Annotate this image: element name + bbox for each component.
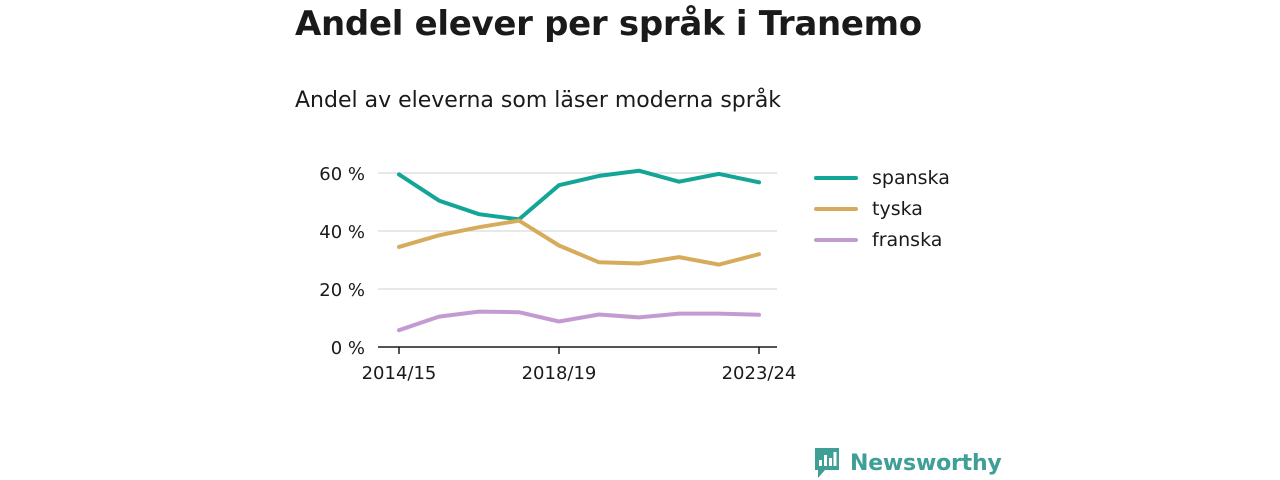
legend-item-franska: franska <box>814 224 950 255</box>
legend-item-tyska: tyska <box>814 193 950 224</box>
legend-swatch <box>814 175 858 180</box>
x-axis: 2014/15 2018/19 2023/24 <box>362 346 797 384</box>
chart-title: Andel elever per språk i Tranemo <box>295 4 922 44</box>
y-tick-label: 20 % <box>319 280 365 301</box>
chart-subtitle: Andel av eleverna som läser moderna språ… <box>295 88 782 113</box>
legend-swatch <box>814 237 858 242</box>
gridlines <box>378 172 777 290</box>
newsworthy-brand: Newsworthy <box>813 446 1002 480</box>
y-axis-ticks: 0 % 20 % 40 % 60 % <box>319 164 365 359</box>
legend-swatch <box>814 206 858 211</box>
y-tick-label: 0 % <box>331 338 365 359</box>
x-tick-label: 2023/24 <box>722 363 797 384</box>
x-tick-label: 2018/19 <box>522 363 597 384</box>
newsworthy-logo-icon <box>815 448 839 478</box>
y-tick-label: 60 % <box>319 164 365 185</box>
legend-label: spanska <box>872 166 950 189</box>
legend-item-spanska: spanska <box>814 162 950 193</box>
series-line-spanska <box>397 168 761 222</box>
series-line-franska <box>397 309 761 333</box>
brand-name: Newsworthy <box>850 450 1002 476</box>
y-tick-label: 40 % <box>319 222 365 243</box>
series-line-tyska <box>397 218 761 267</box>
legend-label: franska <box>872 228 943 251</box>
x-tick-label: 2014/15 <box>362 363 437 384</box>
legend-label: tyska <box>872 197 923 220</box>
series-lines <box>397 168 761 333</box>
legend: spanska tyska franska <box>814 162 950 255</box>
